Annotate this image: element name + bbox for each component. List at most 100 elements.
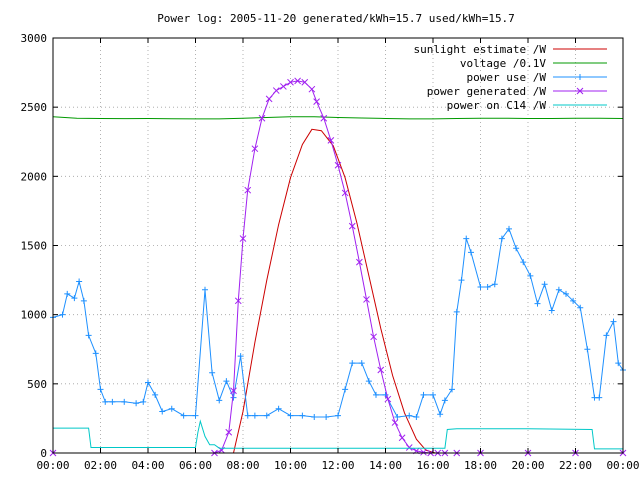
data-point	[313, 98, 320, 105]
x-tick-label: 04:00	[131, 459, 164, 472]
data-point	[59, 311, 66, 318]
data-point	[234, 297, 242, 305]
series	[50, 225, 626, 421]
data-point	[548, 307, 555, 314]
data-point	[223, 378, 230, 385]
data-point	[437, 411, 444, 418]
data-point	[463, 235, 470, 242]
data-point	[506, 225, 512, 232]
data-point	[420, 448, 427, 456]
data-point	[225, 428, 233, 436]
data-point	[230, 387, 237, 395]
data-point	[610, 318, 617, 325]
data-point	[294, 77, 301, 85]
y-tick-label: 500	[27, 378, 47, 391]
grid	[53, 38, 623, 453]
series-line	[53, 419, 623, 450]
data-point	[85, 332, 92, 339]
data-point	[265, 95, 273, 103]
x-tick-label: 14:00	[369, 459, 402, 472]
data-point	[80, 297, 87, 304]
data-point	[64, 290, 71, 297]
data-point	[596, 394, 603, 401]
series	[52, 116, 624, 120]
legend-marker	[576, 87, 584, 95]
data-point	[348, 222, 356, 230]
x-tick-label: 16:00	[416, 459, 449, 472]
data-point	[349, 360, 356, 367]
data-point	[299, 412, 306, 419]
data-point	[527, 272, 534, 279]
data-point	[152, 391, 159, 398]
data-point	[244, 186, 252, 194]
data-point	[356, 258, 363, 266]
data-point	[258, 114, 266, 122]
data-point	[458, 277, 465, 284]
data-point	[377, 366, 385, 374]
data-point	[477, 284, 484, 290]
series-layer	[49, 77, 627, 457]
x-tick-label: 00:00	[36, 459, 69, 472]
data-point	[209, 369, 216, 376]
data-point	[251, 145, 259, 153]
data-point	[323, 414, 330, 421]
y-tick-label: 1000	[21, 309, 48, 322]
data-point	[563, 290, 569, 297]
data-point	[453, 308, 460, 315]
data-point	[394, 414, 401, 421]
data-point	[570, 297, 577, 304]
data-point	[102, 398, 109, 405]
legend-label: power generated /W	[427, 85, 547, 98]
y-tick-label: 2000	[21, 170, 48, 183]
x-tick-label: 10:00	[274, 459, 307, 472]
data-point	[342, 386, 349, 393]
y-tick-label: 1500	[21, 240, 48, 253]
axes: 00:00 02:00 04:00 06:00 08:00 10:00 12:00 14:00…	[21, 32, 640, 472]
data-point	[287, 412, 294, 419]
data-point	[140, 398, 147, 405]
data-point	[370, 333, 377, 341]
data-point	[491, 281, 498, 288]
data-point	[534, 300, 541, 307]
y-tick-label: 0	[40, 447, 47, 460]
data-point	[358, 360, 365, 367]
data-point	[287, 78, 294, 86]
data-point	[216, 397, 223, 404]
data-point	[180, 412, 187, 419]
data-point	[430, 391, 436, 398]
data-point	[272, 87, 280, 94]
data-point	[603, 332, 610, 339]
data-point	[159, 408, 166, 415]
data-point	[498, 235, 505, 242]
data-point	[341, 189, 349, 197]
data-point	[109, 398, 116, 405]
data-point	[327, 137, 335, 144]
data-point	[145, 379, 151, 386]
data-point	[541, 281, 548, 288]
x-tick-label: 00:00	[606, 459, 639, 472]
series-line	[52, 116, 624, 120]
legend-label: voltage /0.1V	[460, 57, 546, 70]
data-point	[301, 78, 309, 86]
x-tick-label: 18:00	[464, 459, 497, 472]
x-tick-label: 22:00	[559, 459, 592, 472]
legend-label: sunlight estimate /W	[414, 43, 547, 56]
data-point	[449, 386, 455, 393]
legend-label: power on C14 /W	[447, 99, 547, 112]
data-point	[584, 346, 591, 353]
data-point	[468, 249, 474, 256]
data-point	[441, 397, 448, 404]
x-tick-label: 20:00	[511, 459, 544, 472]
data-point	[373, 391, 379, 398]
data-point	[391, 419, 399, 426]
x-tick-label: 08:00	[226, 459, 259, 472]
data-point	[484, 284, 491, 290]
legend-label: power use /W	[467, 71, 547, 84]
data-point	[335, 412, 341, 419]
series-line	[233, 128, 436, 454]
data-point	[311, 414, 318, 421]
chart-title: Power log: 2005-11-20 generated/kWh=15.7…	[157, 12, 515, 25]
data-point	[555, 286, 562, 293]
